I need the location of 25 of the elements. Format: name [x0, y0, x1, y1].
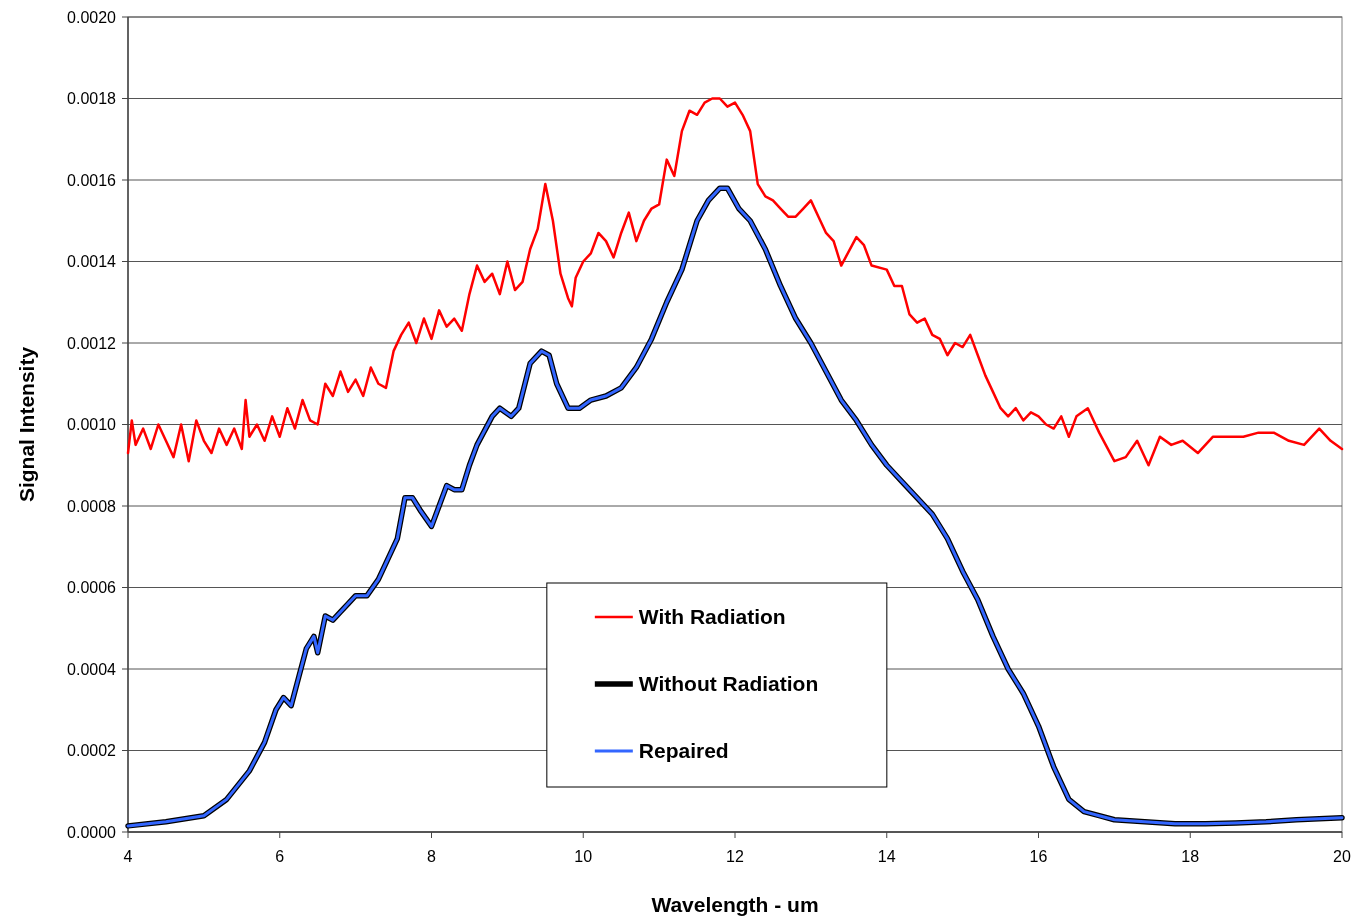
y-tick-label: 0.0000 — [67, 823, 117, 841]
x-tick-label: 16 — [1029, 848, 1048, 865]
x-tick-label: 18 — [1181, 848, 1200, 865]
legend-label: With Radiation — [638, 605, 786, 629]
y-tick-label: 0.0012 — [67, 334, 117, 352]
y-tick-label: 0.0010 — [67, 416, 117, 434]
legend-label: Repaired — [638, 739, 729, 763]
legend-label: Without Radiation — [638, 672, 819, 696]
y-axis-title: Signal Intensity — [15, 346, 38, 503]
y-tick-label: 0.0014 — [67, 253, 117, 271]
y-tick-label: 0.0004 — [67, 660, 117, 678]
x-tick-label: 14 — [877, 848, 896, 865]
x-tick-label: 10 — [574, 848, 593, 865]
y-tick-label: 0.0002 — [67, 742, 117, 760]
y-tick-label: 0.0016 — [67, 171, 117, 189]
x-axis-title: Wavelength - um — [651, 893, 819, 916]
y-tick-label: 0.0018 — [67, 90, 117, 108]
y-tick-label: 0.0008 — [67, 497, 117, 515]
x-tick-label: 20 — [1333, 848, 1351, 865]
y-tick-label: 0.0020 — [67, 8, 117, 26]
y-tick-label: 0.0006 — [67, 579, 117, 597]
x-tick-label: 6 — [275, 848, 285, 865]
x-tick-label: 4 — [123, 848, 133, 865]
x-tick-label: 8 — [427, 848, 437, 865]
x-tick-label: 12 — [726, 848, 744, 865]
